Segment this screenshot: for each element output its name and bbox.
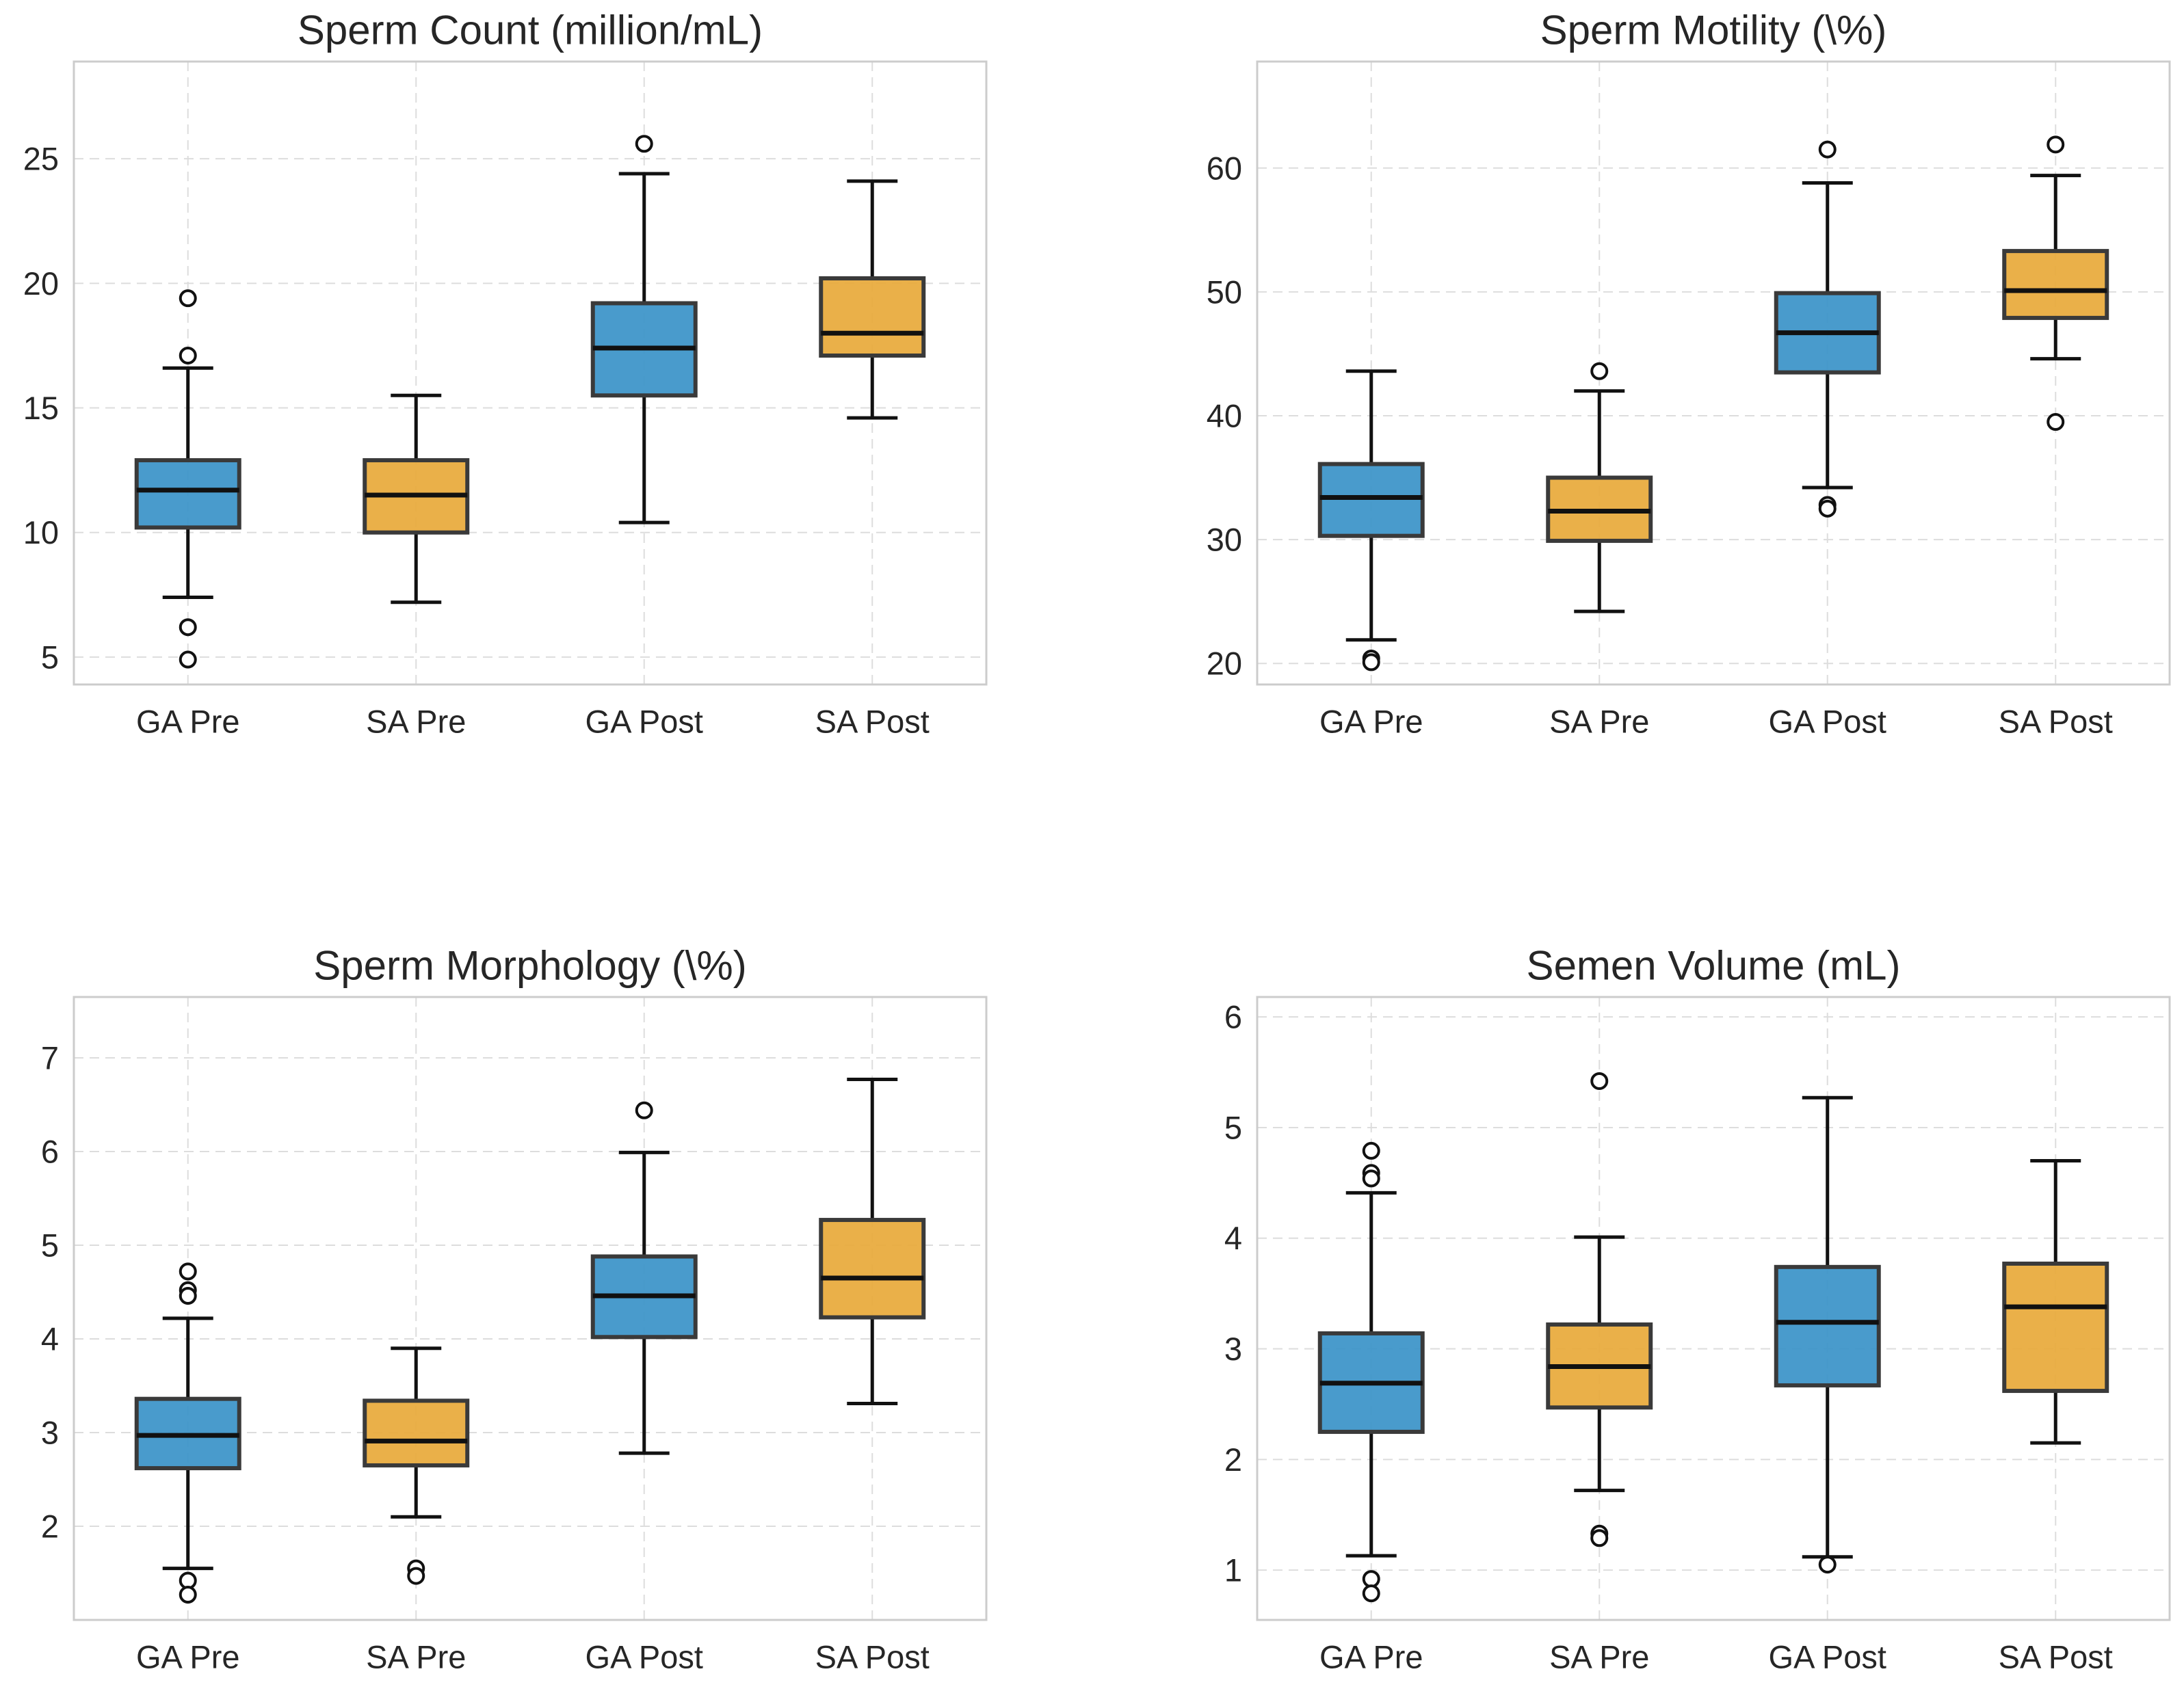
y-tick-label: 6 [1224, 999, 1242, 1035]
y-tick-label: 5 [41, 1227, 59, 1264]
outlier-point [1590, 1072, 1609, 1090]
box-ga-post [590, 1101, 698, 1455]
x-tick-label: SA Pre [1549, 1639, 1649, 1675]
y-tick-label: 1 [1224, 1552, 1242, 1588]
x-tick-label: SA Post [815, 704, 930, 740]
x-tick-label: GA Pre [1319, 704, 1423, 740]
panel-volume: 1 2 3 4 5 6 GA Pre SA Pre GA Post SA Post Semen Vo… [1224, 943, 2171, 1675]
box-sa-post [2002, 135, 2109, 431]
y-tick-label: 2 [1224, 1441, 1242, 1478]
x-tick-label: SA Post [815, 1639, 930, 1675]
outlier-point [1362, 1169, 1380, 1188]
panel-count: 5 10 15 20 25 GA Pre SA Pre GA Post SA Post Sperm… [23, 8, 988, 740]
box-sa-post [819, 1078, 926, 1406]
y-tick-label: 15 [23, 390, 59, 426]
y-tick-label: 5 [1224, 1109, 1242, 1145]
iqr-box [2002, 249, 2109, 320]
iqr-box [363, 1398, 470, 1467]
outlier-point [1362, 1584, 1380, 1603]
box-sa-post [819, 179, 926, 420]
y-tick-label: 10 [23, 514, 59, 550]
outlier-point [2047, 413, 2065, 431]
outlier-point [179, 650, 197, 669]
outlier-point [635, 135, 653, 153]
chart-title: Sperm Morphology (\%) [313, 943, 747, 989]
iqr-box [819, 1218, 926, 1320]
x-tick-label: GA Pre [136, 1639, 240, 1675]
y-tick-label: 50 [1207, 274, 1242, 310]
x-tick-label: GA Post [1769, 704, 1886, 740]
plot-frame [73, 60, 988, 686]
chart-title: Semen Volume (mL) [1527, 943, 1901, 989]
outlier-point [179, 1586, 197, 1604]
box-ga-pre [1317, 1141, 1425, 1603]
x-tick-label: SA Pre [1549, 704, 1649, 740]
box-ga-pre [134, 1262, 241, 1604]
chart-title: Sperm Motility (\%) [1540, 8, 1887, 53]
outlier-point [1362, 653, 1380, 671]
box-sa-pre [1546, 1072, 1653, 1547]
outlier-point [1818, 140, 1837, 159]
box-sa-pre [363, 1346, 470, 1585]
x-tick-label: GA Post [1769, 1639, 1886, 1675]
y-tick-label: 5 [41, 639, 59, 675]
x-tick-label: SA Pre [366, 1639, 466, 1675]
y-tick-label: 20 [23, 265, 59, 302]
outlier-point [407, 1567, 425, 1585]
iqr-box [2002, 1261, 2109, 1394]
iqr-box [819, 276, 926, 358]
y-tick-label: 60 [1207, 150, 1242, 186]
y-tick-label: 3 [41, 1415, 59, 1451]
x-tick-label: SA Pre [366, 704, 466, 740]
x-tick-label: GA Pre [136, 704, 240, 740]
box-sa-post [2002, 1158, 2109, 1445]
x-tick-label: GA Post [586, 704, 703, 740]
x-tick-label: GA Post [586, 1639, 703, 1675]
y-tick-label: 4 [41, 1321, 59, 1357]
y-tick-label: 2 [41, 1508, 59, 1545]
y-tick-label: 4 [1224, 1220, 1242, 1256]
outlier-point [179, 346, 197, 364]
panel-morphology: 2 3 4 5 6 7 GA Pre SA Pre GA Post SA Post Sperm Mo… [41, 943, 988, 1675]
box-ga-pre [134, 289, 241, 669]
box-ga-post [1774, 140, 1881, 518]
iqr-box [1317, 462, 1425, 538]
outlier-point [179, 618, 197, 637]
outlier-point [179, 1287, 197, 1305]
outlier-point [179, 1262, 197, 1281]
box-sa-pre [1546, 362, 1653, 613]
chart-title: Sperm Count (million/mL) [298, 8, 763, 53]
plot-frame [1256, 996, 2171, 1621]
x-tick-label: SA Post [1999, 704, 2113, 740]
y-tick-label: 30 [1207, 522, 1242, 558]
y-tick-label: 6 [41, 1134, 59, 1170]
box-sa-pre [363, 393, 470, 604]
y-tick-label: 3 [1224, 1331, 1242, 1367]
outlier-point [2047, 135, 2065, 154]
panel-motility: 20 30 40 50 60 GA Pre SA Pre GA Post SA Post Sper… [1207, 8, 2171, 740]
x-tick-label: GA Pre [1319, 1639, 1423, 1675]
plot-frame [73, 996, 988, 1621]
outlier-point [1818, 499, 1837, 518]
outlier-point [1590, 362, 1609, 380]
outlier-point [635, 1101, 653, 1119]
outlier-point [1590, 1529, 1609, 1547]
iqr-box [134, 458, 241, 530]
outlier-point [1362, 1141, 1380, 1160]
iqr-box [1774, 1264, 1881, 1387]
y-tick-label: 40 [1207, 397, 1242, 434]
plot-frame [1256, 60, 2171, 686]
outlier-point [1818, 1556, 1837, 1574]
outlier-point [179, 289, 197, 308]
x-tick-label: SA Post [1999, 1639, 2113, 1675]
box-ga-post [590, 135, 698, 524]
box-ga-pre [1317, 369, 1425, 671]
y-tick-label: 7 [41, 1040, 59, 1076]
box-ga-post [1774, 1095, 1881, 1574]
y-tick-label: 25 [23, 141, 59, 177]
y-tick-label: 20 [1207, 646, 1242, 682]
outlier-point [1362, 1570, 1380, 1588]
